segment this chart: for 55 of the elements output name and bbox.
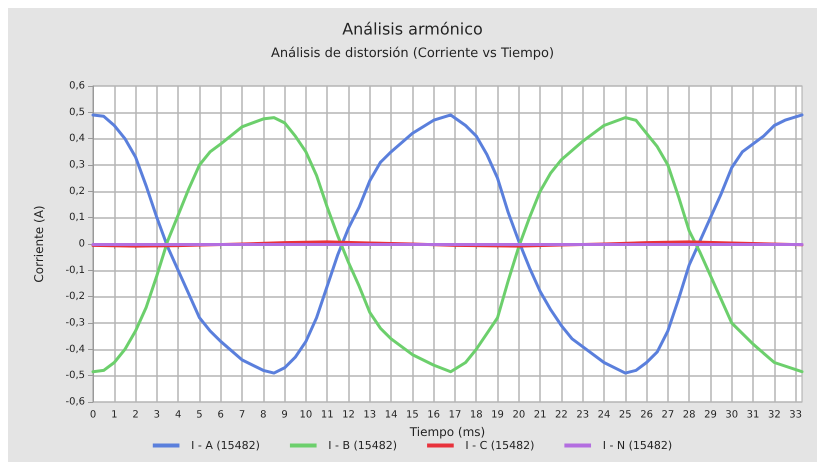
x-tick-label: 13: [363, 410, 376, 420]
y-tick-label: 0,6: [69, 80, 85, 92]
y-tick-label: -0,3: [65, 318, 85, 328]
legend-label: I - A (15482): [191, 439, 260, 452]
y-tick-label: 0,2: [69, 186, 85, 197]
chart-title: Análisis armónico: [342, 20, 483, 38]
x-tick-label: 16: [427, 410, 440, 420]
y-tick-label: 0,5: [69, 106, 85, 118]
x-tick-label: 7: [238, 410, 246, 420]
x-tick-label: 3: [154, 410, 160, 420]
x-tick-label: 0: [90, 410, 96, 420]
x-tick-label: 30: [725, 410, 738, 420]
x-tick-label: 4: [174, 410, 182, 420]
legend-label: I - B (15482): [328, 439, 398, 452]
x-tick-label: 21: [534, 410, 546, 420]
x-tick-label: 6: [218, 410, 224, 420]
x-tick-label: 25: [618, 410, 632, 420]
x-tick-label: 11: [320, 410, 334, 420]
x-tick-label: 2: [132, 410, 139, 420]
y-tick-label: 0: [78, 238, 85, 250]
chart-subtitle: Análisis de distorsión (Corriente vs Tiempo): [270, 46, 554, 61]
x-tick-label: 15: [406, 410, 419, 420]
y-axis-title: Corriente (A): [32, 205, 46, 283]
x-tick-label: 12: [342, 410, 355, 420]
y-tick-label: 0,3: [69, 160, 85, 170]
x-tick-label: 33: [789, 410, 802, 420]
x-axis-title: Tiempo (ms): [408, 425, 486, 439]
x-tick-label: 26: [640, 410, 653, 420]
x-tick-label: 22: [555, 410, 568, 420]
x-tick-label: 9: [281, 410, 288, 420]
y-tick-label: -0,6: [65, 396, 85, 408]
x-tick-label: 18: [470, 410, 483, 420]
y-tick-label: -0,2: [65, 291, 85, 302]
x-tick-label: 17: [448, 410, 462, 420]
y-tick-label: -0,4: [65, 344, 85, 355]
x-tick-label: 24: [598, 410, 610, 420]
x-tick-label: 31: [746, 410, 760, 420]
y-tick-label: -0,1: [65, 264, 85, 276]
x-tick-label: 29: [704, 410, 717, 420]
y-tick-label: 0,1: [69, 212, 85, 224]
x-tick-label: 23: [576, 410, 590, 420]
legend-label: I - N (15482): [602, 439, 672, 452]
x-tick-label: 28: [682, 410, 696, 420]
x-tick-label: 19: [491, 410, 504, 420]
y-tick-label: -0,5: [65, 370, 85, 382]
x-tick-label: 5: [196, 410, 203, 420]
legend-label: I - C (15482): [465, 439, 534, 452]
x-tick-label: 1: [111, 410, 118, 420]
x-tick-label: 14: [384, 410, 398, 420]
x-tick-label: 10: [300, 410, 312, 420]
x-tick-label: 27: [662, 410, 674, 420]
y-tick-label: 0,4: [69, 133, 85, 144]
x-tick-label: 20: [512, 410, 526, 420]
x-tick-label: 8: [260, 410, 267, 420]
x-tick-label: 32: [768, 410, 781, 420]
